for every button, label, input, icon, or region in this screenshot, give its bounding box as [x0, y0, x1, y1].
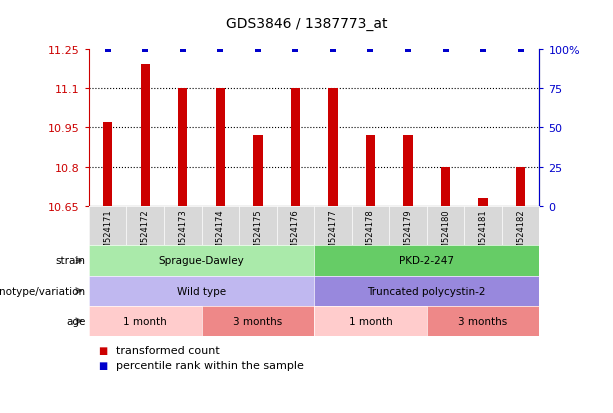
Text: ■: ■: [98, 346, 107, 356]
Text: GSM524172: GSM524172: [141, 209, 150, 259]
Text: GSM524175: GSM524175: [253, 209, 262, 259]
Text: transformed count: transformed count: [116, 346, 220, 356]
Text: GSM524181: GSM524181: [479, 209, 487, 259]
Text: ■: ■: [98, 360, 107, 370]
Text: Truncated polycystin-2: Truncated polycystin-2: [368, 286, 486, 296]
Text: GSM524178: GSM524178: [366, 209, 375, 259]
Text: percentile rank within the sample: percentile rank within the sample: [116, 360, 304, 370]
Point: [103, 46, 113, 53]
Bar: [291, 89, 300, 206]
Point: [253, 46, 263, 53]
Bar: [103, 123, 112, 206]
Bar: [178, 89, 188, 206]
Bar: [216, 89, 225, 206]
Point: [178, 46, 188, 53]
Text: age: age: [66, 316, 86, 326]
Bar: [478, 199, 488, 206]
Point: [516, 46, 525, 53]
Point: [140, 46, 150, 53]
Point: [328, 46, 338, 53]
Bar: [441, 167, 451, 206]
Text: Wild type: Wild type: [177, 286, 226, 296]
Text: PKD-2-247: PKD-2-247: [399, 256, 454, 266]
Bar: [516, 167, 525, 206]
Text: GSM524180: GSM524180: [441, 209, 450, 259]
Text: GSM524173: GSM524173: [178, 209, 187, 259]
Text: strain: strain: [56, 256, 86, 266]
Bar: [366, 136, 375, 206]
Text: Sprague-Dawley: Sprague-Dawley: [159, 256, 245, 266]
Point: [291, 46, 300, 53]
Text: GSM524171: GSM524171: [103, 209, 112, 259]
Text: genotype/variation: genotype/variation: [0, 286, 86, 296]
Text: GSM524174: GSM524174: [216, 209, 225, 259]
Point: [215, 46, 225, 53]
Bar: [253, 136, 262, 206]
Text: GSM524179: GSM524179: [403, 209, 413, 259]
Point: [441, 46, 451, 53]
Text: GSM524177: GSM524177: [329, 209, 337, 259]
Text: 1 month: 1 month: [349, 316, 392, 326]
Bar: [140, 65, 150, 206]
Text: 3 months: 3 months: [459, 316, 508, 326]
Point: [478, 46, 488, 53]
Text: GSM524176: GSM524176: [291, 209, 300, 259]
Point: [365, 46, 375, 53]
Text: 3 months: 3 months: [233, 316, 283, 326]
Point: [403, 46, 413, 53]
Bar: [328, 89, 338, 206]
Text: GSM524182: GSM524182: [516, 209, 525, 259]
Text: GDS3846 / 1387773_at: GDS3846 / 1387773_at: [226, 17, 387, 31]
Bar: [403, 136, 413, 206]
Text: 1 month: 1 month: [123, 316, 167, 326]
